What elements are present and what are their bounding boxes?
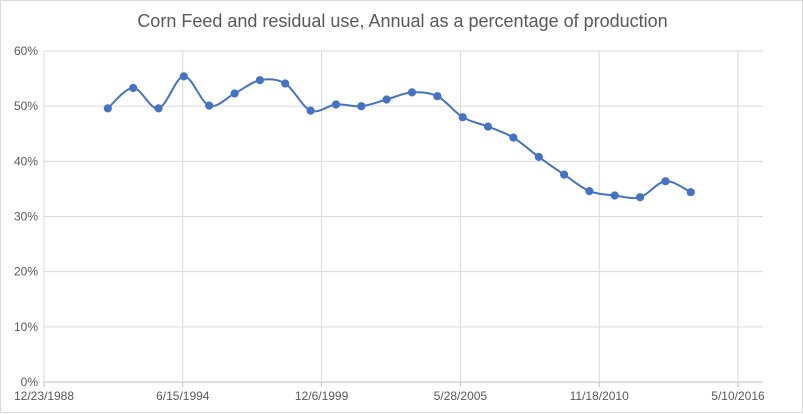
data-point — [382, 95, 391, 104]
data-point — [230, 89, 239, 98]
data-point — [585, 187, 594, 196]
data-point — [357, 102, 366, 111]
x-tick-label: 12/6/1999 — [295, 389, 349, 403]
y-tick-label: 0% — [21, 375, 39, 389]
x-tick-label: 11/18/2010 — [570, 389, 629, 403]
y-tick-label: 40% — [14, 154, 38, 168]
data-point — [483, 122, 493, 131]
data-point — [560, 170, 569, 179]
data-point — [636, 193, 645, 202]
data-point — [281, 79, 290, 88]
data-point — [407, 88, 417, 97]
data-point — [534, 152, 543, 161]
data-point — [129, 83, 138, 93]
data-point — [509, 133, 518, 142]
y-tick-label: 30% — [14, 210, 38, 224]
x-tick-label: 5/10/2016 — [711, 389, 765, 403]
data-point — [205, 101, 214, 110]
x-tick-label: 6/15/1994 — [156, 389, 210, 403]
y-tick-label: 10% — [14, 320, 38, 334]
data-point — [661, 177, 670, 186]
x-tick-label: 5/28/2005 — [434, 389, 488, 403]
data-point — [154, 104, 163, 113]
data-point — [103, 104, 112, 113]
data-point — [433, 92, 442, 101]
data-point — [458, 113, 467, 122]
data-point — [179, 72, 188, 81]
data-point — [255, 76, 264, 85]
chart-title: Corn Feed and residual use, Annual as a … — [137, 11, 668, 31]
data-point — [610, 191, 619, 200]
series-line — [107, 75, 692, 200]
y-tick-label: 50% — [14, 99, 38, 113]
x-tick-label: 12/23/1988 — [14, 389, 74, 403]
data-point — [686, 188, 695, 197]
data-point — [331, 100, 341, 109]
y-tick-label: 60% — [14, 44, 38, 58]
y-tick-label: 20% — [14, 265, 38, 279]
data-point — [306, 106, 315, 115]
